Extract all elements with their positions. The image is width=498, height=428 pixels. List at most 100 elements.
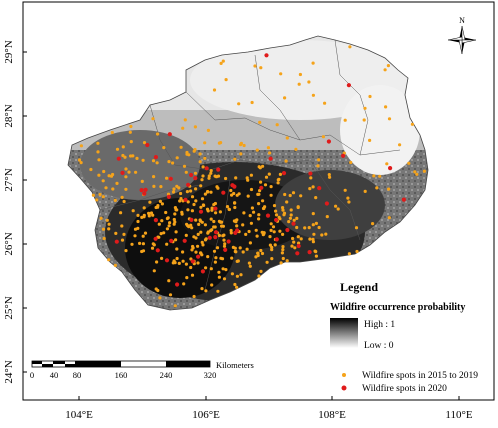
wildfire-spot [128,130,132,134]
wildfire-spot [252,210,256,214]
wildfire-spot [194,187,198,191]
wildfire-spot [259,185,264,190]
wildfire-spot [152,269,156,273]
wildfire-spot [314,221,318,225]
wildfire-spot [415,172,419,176]
wildfire-spot [190,259,195,264]
wildfire-spot [258,166,262,170]
wildfire-spot [204,289,208,293]
wildfire-spot [203,156,207,160]
wildfire-spot [121,145,125,149]
wildfire-spot [265,260,269,264]
wildfire-spot [116,156,121,161]
wildfire-spot [311,93,315,97]
wildfire-spot [285,200,289,204]
wildfire-spot [274,237,279,242]
wildfire-spot [206,128,210,132]
wildfire-spot [218,210,222,214]
wildfire-spot [129,154,133,158]
wildfire-spot [221,267,225,271]
wildfire-spot [185,190,189,194]
wildfire-spot [119,211,123,215]
wildfire-spot [235,193,239,197]
legend-swatch-red [341,385,347,391]
wildfire-spot [308,171,313,176]
wildfire-spot [213,225,217,229]
wildfire-spot [189,223,193,227]
wildfire-spot [224,268,228,272]
wildfire-spot [311,185,315,189]
wildfire-spot [177,186,181,190]
wildfire-spot [175,256,179,261]
wildfire-spot [190,248,194,252]
scale-tick-240: 240 [160,370,173,380]
wildfire-spot [174,238,178,242]
wildfire-spot [273,243,277,247]
wildfire-spot [311,223,315,227]
wildfire-spot [249,187,254,192]
wildfire-spot [249,221,253,225]
lon-label-110: 110°E [445,409,472,421]
wildfire-spot [296,235,300,239]
wildfire-spot [189,217,194,222]
wildfire-spot [259,248,263,253]
wildfire-spot [183,197,188,202]
wildfire-spot [193,176,198,181]
wildfire-spot [200,197,205,201]
wildfire-spot [182,238,187,243]
wildfire-spot [245,247,249,251]
legend-gradient [330,318,358,348]
wildfire-spot [129,124,133,129]
wildfire-spot [287,220,291,224]
wildfire-spot [166,194,171,199]
wildfire-spot [268,151,272,155]
wildfire-spot [107,222,111,226]
wildfire-spot [317,186,322,191]
wildfire-spot [193,125,197,129]
wildfire-spot [317,158,321,162]
wildfire-spot [299,237,303,241]
wildfire-spot [109,174,114,178]
wildfire-spot [398,143,402,147]
wildfire-spot [193,171,198,175]
wildfire-spot [136,213,140,217]
lon-label-106: 106°E [192,409,220,421]
wildfire-spot [229,188,233,193]
wildfire-spots-2015-2019 [77,45,426,308]
wildfire-spot [212,88,217,92]
wildfire-spot [303,226,307,230]
wildfire-spot [250,100,254,105]
wildfire-spot [206,190,210,194]
wildfire-spot [343,118,347,122]
wildfire-spot [341,153,346,158]
wildfire-spot [264,175,269,179]
wildfire-spot [258,120,262,124]
wildfire-spot [266,146,270,150]
wildfire-spot [210,228,214,232]
wildfire-spot [183,118,187,122]
wildfire-spot [249,173,253,177]
wildfire-spot [281,171,287,176]
wildfire-spot [388,166,393,171]
wildfire-spot [283,96,287,100]
wildfire-spot [317,225,321,230]
wildfire-spot [189,189,193,193]
wildfire-spot [153,236,158,241]
wildfire-spot [239,143,243,147]
wildfire-spot [171,190,176,194]
wildfire-spots-2020 [114,53,406,287]
wildfire-spot [162,231,166,235]
wildfire-spot [143,187,148,192]
wildfire-spot [292,218,296,222]
wildfire-spot [372,174,376,178]
wildfire-spot [242,143,246,148]
wildfire-spot [115,181,119,185]
wildfire-spot [281,232,285,236]
wildfire-spot [223,247,228,252]
wildfire-spot [197,222,201,226]
wildfire-spot [346,196,350,200]
wildfire-spot [233,249,237,254]
wildfire-spot [307,226,311,230]
wildfire-spot [254,255,258,259]
wildfire-spot [219,256,223,260]
